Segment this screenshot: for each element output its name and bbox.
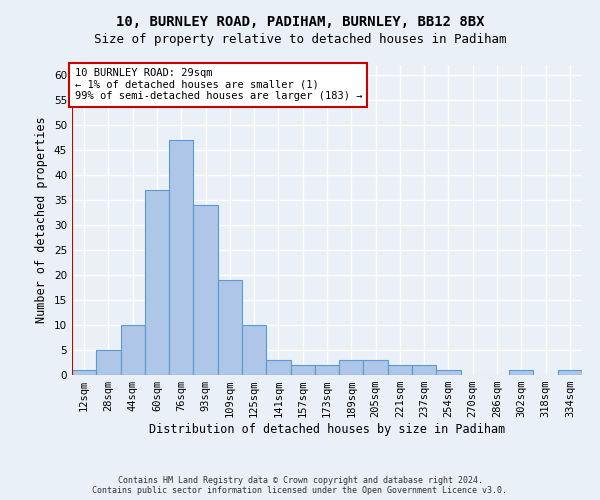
Text: 10, BURNLEY ROAD, PADIHAM, BURNLEY, BB12 8BX: 10, BURNLEY ROAD, PADIHAM, BURNLEY, BB12… [116, 15, 484, 29]
Y-axis label: Number of detached properties: Number of detached properties [35, 116, 49, 324]
Bar [339, 360, 364, 375]
Text: 10 BURNLEY ROAD: 29sqm
← 1% of detached houses are smaller (1)
99% of semi-detac: 10 BURNLEY ROAD: 29sqm ← 1% of detached … [74, 68, 362, 102]
Bar [436, 370, 461, 375]
Bar [193, 205, 218, 375]
Bar [242, 325, 266, 375]
Bar [145, 190, 169, 375]
X-axis label: Distribution of detached houses by size in Padiham: Distribution of detached houses by size … [149, 423, 505, 436]
Bar [218, 280, 242, 375]
Bar [364, 360, 388, 375]
Bar [412, 365, 436, 375]
Bar [290, 365, 315, 375]
Text: Contains HM Land Registry data © Crown copyright and database right 2024.
Contai: Contains HM Land Registry data © Crown c… [92, 476, 508, 495]
Bar [509, 370, 533, 375]
Bar [96, 350, 121, 375]
Bar [315, 365, 339, 375]
Bar [266, 360, 290, 375]
Text: Size of property relative to detached houses in Padiham: Size of property relative to detached ho… [94, 32, 506, 46]
Bar [388, 365, 412, 375]
Bar [72, 370, 96, 375]
Bar [121, 325, 145, 375]
Bar [169, 140, 193, 375]
Bar [558, 370, 582, 375]
